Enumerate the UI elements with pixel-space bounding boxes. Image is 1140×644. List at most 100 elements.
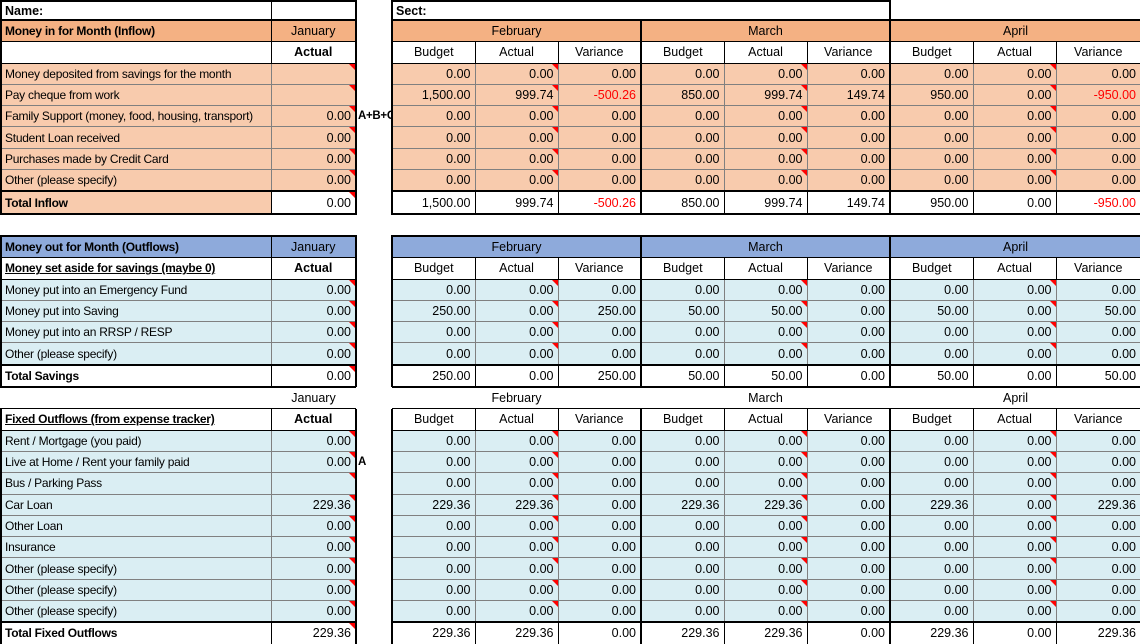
cell[interactable]: 0.00 — [474, 450, 559, 474]
cell[interactable]: 0.00 — [806, 126, 892, 149]
cell[interactable]: 0.00 — [972, 429, 1057, 452]
cell[interactable]: 0.00 — [557, 493, 642, 516]
cell-january[interactable]: 229.36 — [270, 493, 357, 516]
cell[interactable]: 0.00 — [972, 83, 1057, 107]
actual-header[interactable]: Actual — [972, 41, 1057, 64]
cell[interactable]: 250.00 — [557, 299, 642, 323]
row-label[interactable]: Purchases made by Credit Card — [0, 147, 272, 171]
cell[interactable]: 0.00 — [640, 600, 725, 623]
cell[interactable]: 0.00 — [723, 169, 808, 192]
total-cell[interactable]: -950.00 — [1055, 190, 1140, 215]
cell[interactable]: 0.00 — [474, 342, 559, 366]
cell[interactable]: 0.00 — [474, 169, 559, 192]
cell-january[interactable]: 0.00 — [270, 578, 357, 602]
total-cell[interactable]: 229.36 — [640, 621, 725, 644]
cell[interactable]: 0.00 — [474, 126, 559, 149]
cell[interactable]: 0.00 — [723, 429, 808, 452]
cell[interactable]: 229.36 — [723, 493, 808, 516]
cell[interactable]: 0.00 — [972, 450, 1057, 474]
row-label[interactable]: Pay cheque from work — [0, 83, 272, 107]
month-header-january[interactable]: January — [271, 387, 356, 409]
cell[interactable]: 0.00 — [723, 536, 808, 559]
cell[interactable]: 0.00 — [723, 147, 808, 171]
total-cell[interactable]: 50.00 — [640, 363, 725, 389]
cell[interactable]: 0.00 — [1055, 600, 1140, 623]
cell[interactable]: 0.00 — [1055, 321, 1140, 344]
actual-header[interactable]: Actual — [723, 257, 808, 280]
cell[interactable]: 0.00 — [474, 278, 559, 301]
cell[interactable]: 0.00 — [806, 147, 892, 171]
cell[interactable]: 0.00 — [723, 514, 808, 538]
cell[interactable]: 0.00 — [557, 536, 642, 559]
total-label[interactable]: Total Savings — [0, 363, 272, 389]
cell[interactable]: 0.00 — [1055, 169, 1140, 192]
budget-header[interactable]: Budget — [391, 408, 476, 431]
cell[interactable]: 950.00 — [889, 83, 974, 107]
subsection-title[interactable]: Fixed Outflows (from expense tracker) — [0, 408, 272, 431]
cell[interactable]: 0.00 — [474, 429, 559, 452]
cell[interactable]: 0.00 — [1055, 126, 1140, 149]
cell[interactable]: 0.00 — [806, 105, 892, 128]
row-label[interactable]: Insurance — [0, 536, 272, 559]
cell[interactable]: 229.36 — [1055, 493, 1140, 516]
month-header-january[interactable]: January — [270, 19, 357, 43]
total-cell[interactable]: 0.00 — [806, 363, 892, 389]
cell[interactable]: 0.00 — [723, 450, 808, 474]
cell[interactable]: 0.00 — [806, 536, 892, 559]
cell-january[interactable]: 0.00 — [270, 536, 357, 559]
cell[interactable]: 0.00 — [723, 342, 808, 366]
cell[interactable]: 0.00 — [640, 472, 725, 495]
cell[interactable]: 0.00 — [557, 429, 642, 452]
cell[interactable]: 0.00 — [972, 278, 1057, 301]
cell[interactable]: 0.00 — [972, 126, 1057, 149]
cell[interactable]: 0.00 — [557, 169, 642, 192]
cell[interactable]: 0.00 — [640, 147, 725, 171]
cell[interactable]: 1,500.00 — [391, 83, 476, 107]
cell[interactable]: 0.00 — [640, 126, 725, 149]
cell[interactable]: 0.00 — [723, 105, 808, 128]
cell[interactable]: 0.00 — [474, 536, 559, 559]
cell[interactable]: 250.00 — [391, 299, 476, 323]
cell[interactable]: 0.00 — [474, 514, 559, 538]
cell[interactable]: 0.00 — [972, 514, 1057, 538]
row-label[interactable]: Car Loan — [0, 493, 272, 516]
cell[interactable]: 0.00 — [640, 429, 725, 452]
month-header-april[interactable]: April — [889, 19, 1140, 43]
cell[interactable]: 50.00 — [640, 299, 725, 323]
subsection-title[interactable]: Money set aside for savings (maybe 0) — [0, 257, 272, 280]
total-cell[interactable]: 1,500.00 — [391, 190, 476, 215]
cell[interactable]: 229.36 — [640, 493, 725, 516]
cell[interactable]: 0.00 — [723, 321, 808, 344]
month-header-february[interactable]: February — [392, 387, 641, 409]
total-cell-january[interactable]: 229.36 — [270, 621, 357, 644]
cell[interactable]: 0.00 — [889, 536, 974, 559]
total-cell[interactable]: 950.00 — [889, 190, 974, 215]
cell[interactable]: 0.00 — [889, 126, 974, 149]
cell[interactable]: 0.00 — [474, 578, 559, 602]
cell[interactable]: 0.00 — [391, 578, 476, 602]
cell[interactable]: 50.00 — [1055, 299, 1140, 323]
cell[interactable]: 0.00 — [806, 472, 892, 495]
cell[interactable]: 0.00 — [1055, 472, 1140, 495]
total-cell[interactable]: 229.36 — [1055, 621, 1140, 644]
cell[interactable]: 0.00 — [557, 600, 642, 623]
cell[interactable]: 0.00 — [474, 299, 559, 323]
variance-header[interactable]: Variance — [557, 257, 642, 280]
budget-header[interactable]: Budget — [640, 41, 725, 64]
cell[interactable]: 0.00 — [391, 472, 476, 495]
variance-header[interactable]: Variance — [1055, 257, 1140, 280]
cell[interactable]: 0.00 — [972, 600, 1057, 623]
cell[interactable]: 0.00 — [972, 105, 1057, 128]
cell[interactable]: 0.00 — [391, 126, 476, 149]
cell[interactable]: 229.36 — [391, 493, 476, 516]
cell[interactable]: 0.00 — [1055, 557, 1140, 580]
cell[interactable]: 0.00 — [391, 450, 476, 474]
budget-header[interactable]: Budget — [889, 408, 974, 431]
total-cell[interactable]: 229.36 — [474, 621, 559, 644]
month-header-march[interactable]: March — [639, 234, 892, 259]
month-header-february[interactable]: February — [391, 234, 642, 259]
cell[interactable]: 50.00 — [889, 299, 974, 323]
cell[interactable]: 0.00 — [889, 514, 974, 538]
variance-header[interactable]: Variance — [1055, 408, 1140, 431]
cell[interactable]: 0.00 — [806, 429, 892, 452]
